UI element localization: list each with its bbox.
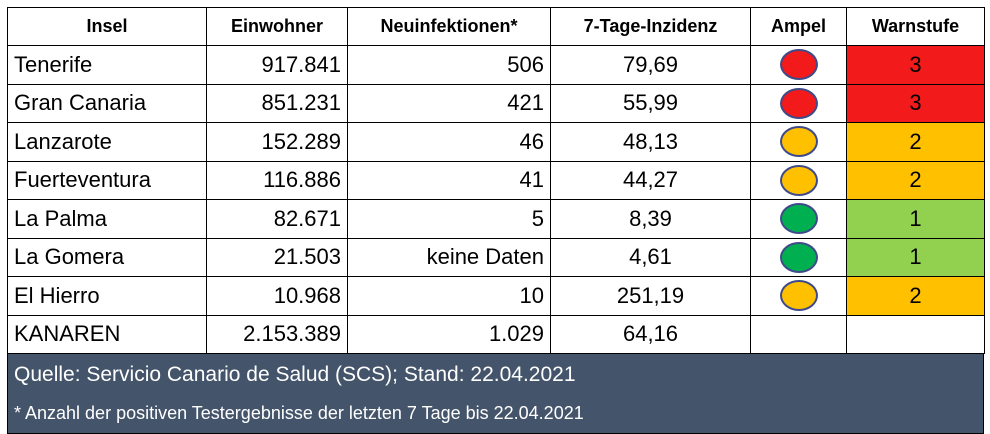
neuinfektionen-cell: 46 bbox=[347, 122, 551, 162]
table-row: El Hierro 10.968 10 251,19 2 bbox=[7, 276, 985, 316]
einwohner-cell: 152.289 bbox=[206, 122, 348, 162]
warnstufe-cell: 2 bbox=[846, 160, 985, 200]
table-row: La Palma 82.671 5 8,39 1 bbox=[7, 199, 985, 239]
warnstufe-cell: 2 bbox=[846, 122, 985, 162]
neuinfektionen-cell: 421 bbox=[347, 83, 551, 123]
incidence-sheet: Insel Einwohner Neuinfektionen* 7-Tage-I… bbox=[7, 7, 985, 434]
einwohner-cell: 10.968 bbox=[206, 276, 348, 316]
ampel-cell bbox=[750, 160, 847, 200]
insel-cell: El Hierro bbox=[7, 276, 207, 316]
header-ampel: Ampel bbox=[750, 7, 847, 46]
warnstufe-cell: 1 bbox=[846, 237, 985, 277]
warnstufe-cell: 1 bbox=[846, 199, 985, 239]
table-body: Tenerife 917.841 506 79,69 3 Gran Canaria 851.… bbox=[7, 45, 985, 354]
traffic-light-icon bbox=[779, 241, 818, 273]
total-insel: KANAREN bbox=[7, 314, 207, 354]
inzidenz-cell: 4,61 bbox=[550, 237, 751, 277]
table-row: Gran Canaria 851.231 421 55,99 3 bbox=[7, 83, 985, 123]
total-inzidenz: 64,16 bbox=[550, 314, 751, 354]
neuinfektionen-cell: 10 bbox=[347, 276, 551, 316]
insel-cell: La Palma bbox=[7, 199, 207, 239]
ampel-cell bbox=[750, 45, 847, 85]
einwohner-cell: 851.231 bbox=[206, 83, 348, 123]
ampel-cell bbox=[750, 237, 847, 277]
ampel-cell bbox=[750, 122, 847, 162]
insel-cell: La Gomera bbox=[7, 237, 207, 277]
header-warnstufe: Warnstufe bbox=[846, 7, 985, 46]
inzidenz-cell: 8,39 bbox=[550, 199, 751, 239]
warnstufe-cell: 3 bbox=[846, 45, 985, 85]
traffic-light-icon bbox=[779, 164, 818, 196]
neuinfektionen-cell: 5 bbox=[347, 199, 551, 239]
insel-cell: Tenerife bbox=[7, 45, 207, 85]
warnstufe-cell: 2 bbox=[846, 276, 985, 316]
total-warnstufe-empty bbox=[846, 314, 985, 354]
inzidenz-cell: 55,99 bbox=[550, 83, 751, 123]
footnote-text: * Anzahl der positiven Testergebnisse de… bbox=[14, 403, 584, 423]
neuinfektionen-cell: 506 bbox=[347, 45, 551, 85]
source-footer: Quelle: Servicio Canario de Salud (SCS);… bbox=[7, 354, 984, 434]
table-row: Tenerife 917.841 506 79,69 3 bbox=[7, 45, 985, 85]
incidence-table: Insel Einwohner Neuinfektionen* 7-Tage-I… bbox=[7, 7, 985, 354]
header-neuinfektionen: Neuinfektionen* bbox=[347, 7, 551, 46]
ampel-cell bbox=[750, 83, 847, 123]
einwohner-cell: 116.886 bbox=[206, 160, 348, 200]
einwohner-cell: 917.841 bbox=[206, 45, 348, 85]
inzidenz-cell: 251,19 bbox=[550, 276, 751, 316]
inzidenz-cell: 48,13 bbox=[550, 122, 751, 162]
header-row: Insel Einwohner Neuinfektionen* 7-Tage-I… bbox=[7, 7, 985, 46]
total-ampel-empty bbox=[750, 314, 847, 354]
traffic-light-icon bbox=[779, 87, 818, 119]
insel-cell: Fuerteventura bbox=[7, 160, 207, 200]
insel-cell: Lanzarote bbox=[7, 122, 207, 162]
inzidenz-cell: 44,27 bbox=[550, 160, 751, 200]
einwohner-cell: 82.671 bbox=[206, 199, 348, 239]
ampel-cell bbox=[750, 199, 847, 239]
insel-cell: Gran Canaria bbox=[7, 83, 207, 123]
traffic-light-icon bbox=[779, 49, 818, 81]
warnstufe-cell: 3 bbox=[846, 83, 985, 123]
source-text: Quelle: Servicio Canario de Salud (SCS);… bbox=[14, 363, 576, 386]
neuinfektionen-cell: 41 bbox=[347, 160, 551, 200]
table-row: Fuerteventura 116.886 41 44,27 2 bbox=[7, 160, 985, 200]
ampel-cell bbox=[750, 276, 847, 316]
inzidenz-cell: 79,69 bbox=[550, 45, 751, 85]
total-row: KANAREN 2.153.389 1.029 64,16 bbox=[7, 314, 985, 354]
traffic-light-icon bbox=[779, 126, 818, 158]
header-insel: Insel bbox=[7, 7, 207, 46]
neuinfektionen-cell: keine Daten bbox=[347, 237, 551, 277]
traffic-light-icon bbox=[779, 280, 818, 312]
einwohner-cell: 21.503 bbox=[206, 237, 348, 277]
traffic-light-icon bbox=[779, 203, 818, 235]
total-neuinfektionen: 1.029 bbox=[347, 314, 551, 354]
table-row: La Gomera 21.503 keine Daten 4,61 1 bbox=[7, 237, 985, 277]
header-inzidenz: 7-Tage-Inzidenz bbox=[550, 7, 751, 46]
total-einwohner: 2.153.389 bbox=[206, 314, 348, 354]
header-einwohner: Einwohner bbox=[206, 7, 348, 46]
table-row: Lanzarote 152.289 46 48,13 2 bbox=[7, 122, 985, 162]
